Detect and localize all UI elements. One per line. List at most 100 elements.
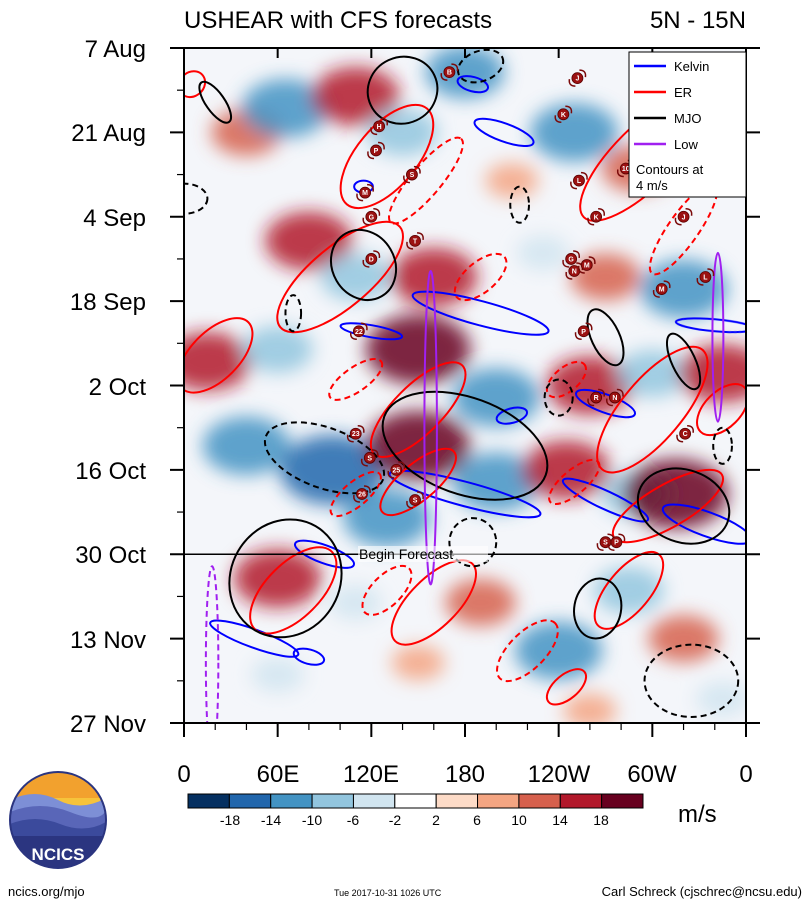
storm-swirl-icon [685,208,693,216]
colorbar-tick-label: -10 [302,812,322,828]
colorbar-tick-label: 2 [432,812,440,828]
storm-marker: M [577,256,596,274]
legend-label-kelvin: Kelvin [674,59,709,74]
kelvin-contour [292,647,326,666]
storm-marker-dot [349,427,362,440]
storm-marker-dot [573,174,585,187]
kelvin-contour [495,406,529,425]
storm-marker-dot [655,283,668,295]
colorbar-swatch [311,793,354,809]
shear-blob [311,67,400,126]
mjo-contour [263,421,386,495]
storm-label: G [369,214,375,221]
storm-swirl-icon [570,181,577,190]
colorbar-swatch [228,793,272,809]
storm-label: T [413,238,418,245]
legend: Kelvin ER MJO Low Contours at 4 m/s [628,51,747,198]
storm-marker: 22 [349,322,368,341]
kelvin-contour [388,469,542,519]
y-tick-label: 4 Sep [83,205,146,232]
storm-swirl-icon [417,491,424,500]
storm-marker-dot [571,72,584,85]
storm-swirl-icon [663,280,671,289]
kelvin-contour [574,388,637,419]
shear-blob [593,567,665,614]
storm-swirl-icon [588,256,596,265]
colorbar-swatch [518,793,561,809]
shear-blob [365,314,471,385]
storm-marker-dot [557,108,570,121]
storm-swirl-icon [596,543,604,551]
er-contour [545,668,588,706]
storm-label: R [594,395,599,402]
storm-marker: L [696,268,715,286]
storm-marker-dot [677,210,690,223]
x-tick-label: 120W [528,761,591,788]
kelvin-contour [561,477,650,523]
colorbar-units: m/s [678,801,717,828]
storm-label: D [369,256,374,263]
colorbar-tick-label: 18 [593,812,609,828]
storm-swirl-icon [574,332,582,341]
legend-label-mjo: MJO [674,111,701,126]
shear-blob [425,48,505,99]
mjo-contour [457,48,505,84]
storm-swirl-icon [363,485,371,494]
shear-blob [251,657,305,693]
shear-blob [391,645,445,681]
storm-marker: S [596,533,615,551]
shear-blob [514,621,603,680]
storm-marker: N [605,388,624,407]
storm-swirl-icon [360,322,368,331]
colorbar-swatch [601,793,644,809]
footer-site-link[interactable]: ncics.org/mjo [8,884,85,899]
colorbar-tick-label: 10 [511,812,527,828]
kelvin-contour [339,322,404,341]
kelvin-contour [293,539,356,569]
storm-label: N [612,395,617,402]
x-axis-labels: 0 60E 120E 180 120W 60W 0 [177,761,752,788]
er-contour [390,559,478,646]
storm-marker: S [406,491,424,509]
storm-swirl-icon [357,424,365,433]
storm-marker-dot [373,120,386,133]
storm-marker: R [587,388,606,407]
y-tick-label: 21 Aug [71,120,146,147]
x-tick-label: 180 [445,761,485,788]
shear-blob [343,488,431,548]
storm-swirl-icon [373,250,381,259]
shear-blob [242,325,313,373]
storm-swirl-icon [696,277,704,286]
y-tick-label: 18 Sep [70,289,146,316]
storm-swirl-icon [598,388,606,397]
storm-marker-dot [565,253,578,265]
storm-label: K [561,112,566,119]
shear-blob [530,103,619,162]
kelvin-contour [411,290,550,336]
storm-swirl-icon [554,115,562,124]
colorbar-labels: -18 -14 -10 -6 -2 2 6 10 14 18 [220,812,609,828]
axis-ticks [170,47,760,737]
colorbar-swatch [187,793,230,809]
y-tick-label: 7 Aug [85,36,146,63]
storm-label: M [362,190,368,197]
storm-swirl-icon [362,217,370,226]
mjo-contour [366,55,439,125]
storm-label: 10 [622,166,630,173]
kelvin-contour [661,503,746,545]
storm-swirl-icon [346,434,354,443]
colorbar-swatch [559,793,603,809]
storm-label: P [614,540,619,547]
storm-swirl-icon [616,388,624,397]
kelvin-contour [456,75,490,94]
colorbar-tick-label: -18 [220,812,240,828]
kelvin-contour [674,317,746,334]
storm-swirl-icon [568,79,576,87]
forecast-start-label: Begin Forecast [359,546,453,562]
colorbar-tick-label: 14 [552,812,568,828]
storm-marker-dot [363,451,376,464]
storm-swirl-icon [674,217,682,226]
low-contour [711,251,725,423]
